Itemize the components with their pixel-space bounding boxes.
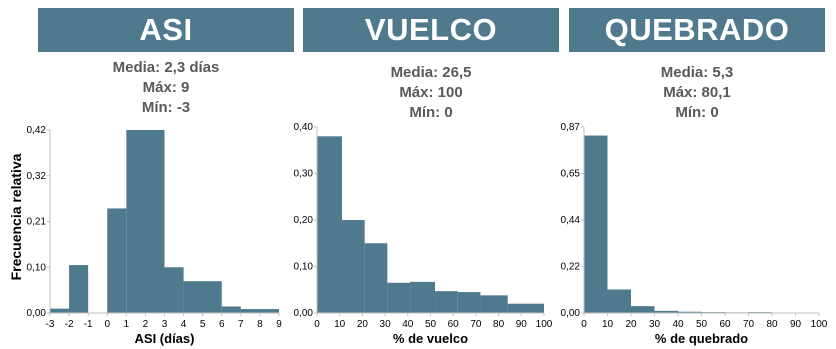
histogram-bar	[631, 306, 655, 313]
x-tick-label: 100	[536, 319, 553, 330]
x-tick-label: 30	[649, 319, 661, 330]
y-tick-label: 0,00	[561, 308, 581, 319]
stat-media: Media: 2,3 días	[112, 59, 220, 76]
y-tick-label: 0,21	[27, 217, 47, 228]
y-tick-label: 0,10	[27, 262, 47, 273]
y-tick-label: 0,32	[27, 171, 47, 182]
histogram-bar	[435, 291, 458, 313]
histogram-bar	[341, 220, 365, 313]
x-tick-label: 80	[766, 319, 778, 330]
histogram-bar	[387, 282, 411, 313]
histogram-bar	[240, 309, 279, 313]
stat-media: Media: 5,3	[660, 64, 734, 81]
histogram-bar	[364, 243, 388, 313]
stat-min: Mín: -3	[141, 99, 191, 116]
histogram-bar	[410, 281, 436, 313]
y-tick-label: 0,00	[294, 308, 314, 319]
x-tick-label: 60	[719, 319, 731, 330]
x-tick-label: 90	[516, 319, 528, 330]
stat-min: Mín: 0	[409, 104, 453, 121]
stat-max: Máx: 80,1	[663, 84, 731, 101]
y-tick-label: 0,44	[561, 215, 581, 226]
y-tick-label: 0,87	[561, 122, 581, 133]
stat-media: Media: 26,5	[390, 64, 472, 81]
panel-title-asi: ASI	[38, 8, 294, 52]
x-tick-label: 80	[493, 319, 505, 330]
stats-vuelco: Media: 26,5 Máx: 100 Mín: 0	[331, 63, 531, 123]
stat-min: Mín: 0	[675, 104, 719, 121]
x-tick-label: 0	[314, 319, 320, 330]
histogram-bar	[457, 292, 481, 313]
x-tick-label: -2	[65, 319, 74, 330]
x-tick-label: 0	[104, 319, 110, 330]
x-tick-label: -1	[84, 319, 93, 330]
y-tick-label: 0,65	[561, 169, 581, 180]
x-tick-label: 10	[602, 319, 614, 330]
x-tick-label: 50	[696, 319, 708, 330]
x-tick-label: 9	[276, 319, 282, 330]
x-tick-label: 4	[181, 319, 187, 330]
x-tick-label: 5	[200, 319, 206, 330]
x-tick-label: 90	[790, 319, 802, 330]
x-tick-label: 40	[672, 319, 684, 330]
x-tick-label: 40	[402, 319, 414, 330]
histogram-bar	[507, 303, 544, 313]
x-axis-title: % de vuelco	[393, 331, 468, 346]
y-tick-label: 0,22	[561, 262, 581, 273]
x-tick-label: 30	[380, 319, 392, 330]
histogram-bar	[607, 289, 631, 313]
stats-quebrado: Media: 5,3 Máx: 80,1 Mín: 0	[597, 63, 797, 123]
panel-title-vuelco: VUELCO	[303, 8, 559, 52]
y-tick-label: 0,10	[294, 262, 314, 273]
x-tick-label: 3	[162, 319, 168, 330]
histogram-bar	[221, 306, 241, 313]
x-tick-label: 6	[219, 319, 225, 330]
histogram-bar	[126, 130, 165, 313]
x-tick-label: 70	[470, 319, 482, 330]
x-tick-label: 100	[811, 319, 828, 330]
x-tick-label: 10	[334, 319, 346, 330]
y-tick-label: 0,42	[27, 125, 47, 136]
histogram-bar	[50, 308, 70, 313]
stats-asi: Media: 2,3 días Máx: 9 Mín: -3	[66, 58, 266, 118]
histogram-bar	[317, 136, 342, 313]
y-tick-label: 0,20	[294, 215, 314, 226]
histogram-bar	[69, 265, 89, 313]
histogram-bar	[654, 310, 678, 313]
histogram-bar	[480, 295, 508, 313]
x-axis-title: ASI (días)	[135, 331, 195, 346]
x-tick-label: 50	[425, 319, 437, 330]
histogram-bar	[164, 267, 184, 313]
x-tick-label: 2	[143, 319, 149, 330]
histogram-bar	[183, 281, 222, 313]
x-tick-label: 20	[357, 319, 369, 330]
x-tick-label: 20	[625, 319, 637, 330]
x-tick-label: 60	[448, 319, 460, 330]
x-axis-title: % de quebrado	[655, 331, 748, 346]
histogram-bar	[107, 208, 127, 313]
x-tick-label: 8	[257, 319, 263, 330]
histogram-bar	[678, 311, 702, 313]
y-tick-label: 0,00	[27, 308, 47, 319]
x-tick-label: 7	[238, 319, 244, 330]
stat-max: Máx: 9	[142, 79, 190, 96]
panel-title-quebrado: QUEBRADO	[569, 8, 825, 52]
x-tick-label: 70	[743, 319, 755, 330]
y-tick-label: 0,30	[294, 169, 314, 180]
y-axis-title: Frecuencia relativa	[8, 153, 24, 280]
x-tick-label: 1	[124, 319, 130, 330]
y-tick-label: 0,40	[294, 122, 314, 133]
stat-max: Máx: 100	[399, 84, 463, 101]
x-tick-label: 0	[581, 319, 587, 330]
x-tick-label: -3	[46, 319, 55, 330]
histogram-bar	[584, 135, 608, 313]
